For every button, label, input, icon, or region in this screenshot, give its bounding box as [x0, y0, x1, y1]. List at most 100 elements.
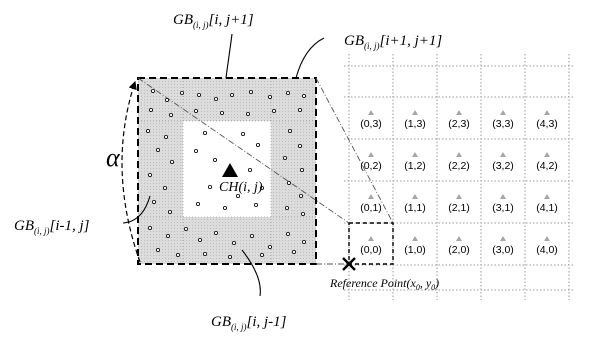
sensor-node: [222, 205, 227, 210]
sensor-node: [297, 108, 302, 113]
sensor-node: [213, 97, 218, 102]
node-triangle-icon: [544, 110, 550, 115]
grid-cell: (4,3): [536, 110, 558, 130]
grid-cells: (0,3) (1,3) (2,3) (3,3) (4,3) (0,2) (1,2) (2,2)…: [360, 110, 558, 256]
sensor-node: [267, 244, 272, 249]
node-triangle-icon: [456, 152, 462, 157]
sensor-node: [155, 247, 160, 252]
sensor-node: [151, 199, 156, 204]
sensor-node: [284, 205, 289, 210]
grid-cell: (0,1): [360, 194, 382, 214]
node-triangle-icon: [544, 236, 550, 241]
node-triangle-icon: [368, 194, 374, 199]
node-triangle-icon: [456, 110, 462, 115]
reference-cell-box: [348, 222, 394, 265]
grid-cell: (3,0): [492, 236, 514, 256]
node-triangle-icon: [500, 236, 506, 241]
node-triangle-icon: [544, 194, 550, 199]
sensor-node: [240, 131, 245, 136]
grid-cell: (0,2): [360, 152, 382, 172]
gb-top-label: GB(i, j)[i, j+1]: [173, 12, 254, 30]
sensor-node: [193, 109, 198, 114]
grid-cell-label: (2,1): [448, 202, 470, 214]
gb-left-label: GB(i, j)[i-1, j]: [14, 218, 90, 236]
sensor-node: [150, 89, 155, 94]
sensor-node: [167, 209, 172, 214]
sensor-node: [155, 147, 160, 152]
node-triangle-icon: [368, 152, 374, 157]
node-triangle-icon: [412, 152, 418, 157]
node-triangle-icon: [500, 110, 506, 115]
sensor-node: [169, 159, 174, 164]
grid-cell-label: (1,1): [404, 202, 426, 214]
node-triangle-icon: [368, 110, 374, 115]
sensor-node: [245, 112, 250, 117]
grid-cell: (3,2): [492, 152, 514, 172]
grid-cell-label: (0,0): [360, 244, 382, 256]
grid-cell-label: (2,3): [448, 118, 470, 130]
sensor-node: [179, 91, 184, 96]
sensor-node: [162, 185, 167, 190]
sensor-node: [248, 90, 253, 95]
sensor-node: [175, 252, 180, 257]
sensor-node: [300, 211, 305, 216]
grid-cell-label: (4,0): [536, 244, 558, 256]
sensor-node: [299, 167, 304, 172]
alpha-arrow: [121, 80, 141, 263]
cluster-boundary: [137, 77, 317, 265]
reference-point-icon: [342, 257, 356, 271]
sensor-node: [229, 93, 234, 98]
sensor-node: [301, 239, 306, 244]
sensor-node: [193, 148, 198, 153]
gb-topright-label: GB(i, j)[i+1, j+1]: [344, 33, 442, 51]
sensor-node: [202, 251, 207, 256]
callout-lines: [122, 33, 325, 297]
grid-cell: (3,1): [492, 194, 514, 214]
sensor-node: [195, 201, 200, 206]
grid-cell-label: (0,2): [360, 160, 382, 172]
sensor-node: [164, 98, 169, 103]
reference-point-label: Reference Point(x0, y0): [329, 276, 439, 292]
sensor-node: [259, 185, 264, 190]
sensor-node: [227, 254, 232, 259]
grid-cell: (1,0): [404, 236, 426, 256]
grid-cell: (1,3): [404, 110, 426, 130]
sensor-node: [247, 167, 252, 172]
sensor-node: [213, 230, 218, 235]
sensor-node: [286, 180, 291, 185]
sensor-node: [145, 128, 150, 133]
sensor-node: [212, 157, 217, 162]
grid-cell-label: (4,2): [536, 160, 558, 172]
grid-cell-label: (2,0): [448, 244, 470, 256]
sensor-node: [291, 249, 296, 254]
grid-cell-label: (3,3): [492, 118, 514, 130]
grid-cell: (3,3): [492, 110, 514, 130]
grid-cell: (4,2): [536, 152, 558, 172]
sensor-node: [147, 225, 152, 230]
sensor-node: [197, 237, 202, 242]
node-triangle-icon: [456, 194, 462, 199]
sensor-node: [297, 143, 302, 148]
sensor-node: [231, 240, 236, 245]
sensor-node: [249, 233, 254, 238]
grid-cell-label: (3,1): [492, 202, 514, 214]
grid-cell-label: (3,2): [492, 160, 514, 172]
grid-cell-label: (1,0): [404, 244, 426, 256]
grid-cell: (2,3): [448, 110, 470, 130]
grid-cell-label: (2,2): [448, 160, 470, 172]
grid-cell-label: (0,1): [360, 202, 382, 214]
grid-cell-label: (4,1): [536, 202, 558, 214]
grid-cell: (2,2): [448, 152, 470, 172]
sensor-node: [235, 193, 240, 198]
sensor-node: [147, 172, 152, 177]
grid-cell: (4,1): [536, 194, 558, 214]
node-triangle-icon: [456, 236, 462, 241]
sensor-node: [287, 128, 292, 133]
sensor-node: [168, 113, 173, 118]
cluster-head-icon: [222, 163, 238, 177]
grid-cell-label: (1,3): [404, 118, 426, 130]
sensor-node: [253, 202, 258, 207]
sensor-node: [301, 94, 306, 99]
